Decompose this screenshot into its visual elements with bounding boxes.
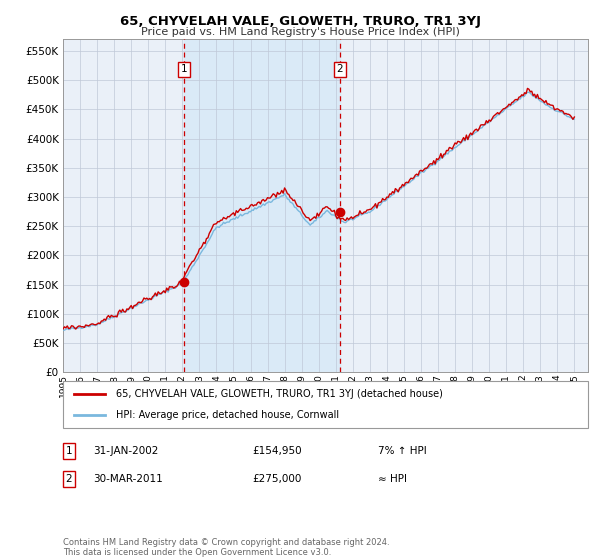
Text: 30-MAR-2011: 30-MAR-2011 [93,474,163,484]
Text: ≈ HPI: ≈ HPI [378,474,407,484]
Text: 1: 1 [65,446,73,456]
Text: 65, CHYVELAH VALE, GLOWETH, TRURO, TR1 3YJ (detached house): 65, CHYVELAH VALE, GLOWETH, TRURO, TR1 3… [115,389,442,399]
Text: Contains HM Land Registry data © Crown copyright and database right 2024.
This d: Contains HM Land Registry data © Crown c… [63,538,389,557]
FancyBboxPatch shape [63,381,588,428]
Text: Price paid vs. HM Land Registry's House Price Index (HPI): Price paid vs. HM Land Registry's House … [140,27,460,37]
Text: £275,000: £275,000 [252,474,301,484]
Text: 1: 1 [181,64,187,74]
Bar [184,39,340,372]
Text: 7% ↑ HPI: 7% ↑ HPI [378,446,427,456]
Text: HPI: Average price, detached house, Cornwall: HPI: Average price, detached house, Corn… [115,410,338,420]
Text: £154,950: £154,950 [252,446,302,456]
Text: 2: 2 [65,474,73,484]
Text: 2: 2 [337,64,343,74]
Text: 31-JAN-2002: 31-JAN-2002 [93,446,158,456]
Text: 65, CHYVELAH VALE, GLOWETH, TRURO, TR1 3YJ: 65, CHYVELAH VALE, GLOWETH, TRURO, TR1 3… [119,15,481,27]
